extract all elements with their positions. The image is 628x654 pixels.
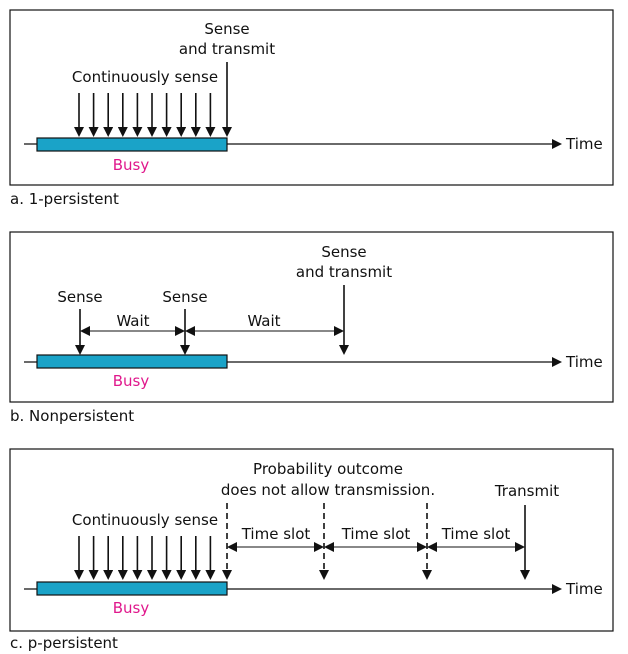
panel-c-slot1-label: Time slot	[241, 525, 311, 543]
panel-a-busy-label: Busy	[113, 156, 150, 174]
panel-b-wait2-label: Wait	[247, 312, 280, 330]
panel-nonpersistent: Sense and transmit Sense Sense Wait Wait…	[9, 231, 614, 403]
panel-a-sense-arrows	[74, 93, 216, 137]
panel-p-persistent: Probability outcome does not allow trans…	[9, 448, 614, 632]
panel-b-sense-transmit-line2: and transmit	[296, 263, 392, 281]
panel-b-caption: b. Nonpersistent	[10, 407, 134, 425]
panel-c-sense-arrows	[74, 536, 216, 580]
panel-b-busy-bar	[36, 354, 228, 369]
panel-a-frame	[9, 9, 614, 186]
panel-c-continuous-sense-label: Continuously sense	[72, 511, 218, 529]
panel-a-continuous-sense-label: Continuously sense	[72, 68, 218, 86]
panel-c-slot2-label: Time slot	[341, 525, 411, 543]
panel-a-caption: a. 1-persistent	[10, 190, 119, 208]
panel-b-busy-label: Busy	[113, 372, 150, 390]
panel-c-caption: c. p-persistent	[10, 634, 118, 652]
panel-a-sense-transmit-line1: Sense	[204, 20, 249, 38]
panel-b-sense2-label: Sense	[162, 288, 207, 306]
panel-c-outcome-line1: Probability outcome	[253, 460, 403, 478]
panel-b-frame	[9, 231, 614, 403]
panel-c-busy-bar	[36, 581, 228, 596]
panel-b-time-label: Time	[565, 353, 603, 371]
panel-a-busy-bar	[36, 137, 228, 152]
panel-c-transmit-label: Transmit	[494, 482, 559, 500]
panel-b-sense1-label: Sense	[57, 288, 102, 306]
panel-1-persistent: Sense and transmit Continuously sense Bu…	[9, 9, 614, 186]
panel-c-slot3-label: Time slot	[441, 525, 511, 543]
panel-c-time-label: Time	[565, 580, 603, 598]
panel-c-frame	[9, 448, 614, 632]
panel-a-sense-transmit-line2: and transmit	[179, 40, 275, 58]
panel-c-busy-label: Busy	[113, 599, 150, 617]
panel-b-sense-transmit-line1: Sense	[321, 243, 366, 261]
panel-b-wait1-label: Wait	[116, 312, 149, 330]
panel-a-time-label: Time	[565, 135, 603, 153]
panel-c-outcome-line2: does not allow transmission.	[221, 481, 435, 499]
